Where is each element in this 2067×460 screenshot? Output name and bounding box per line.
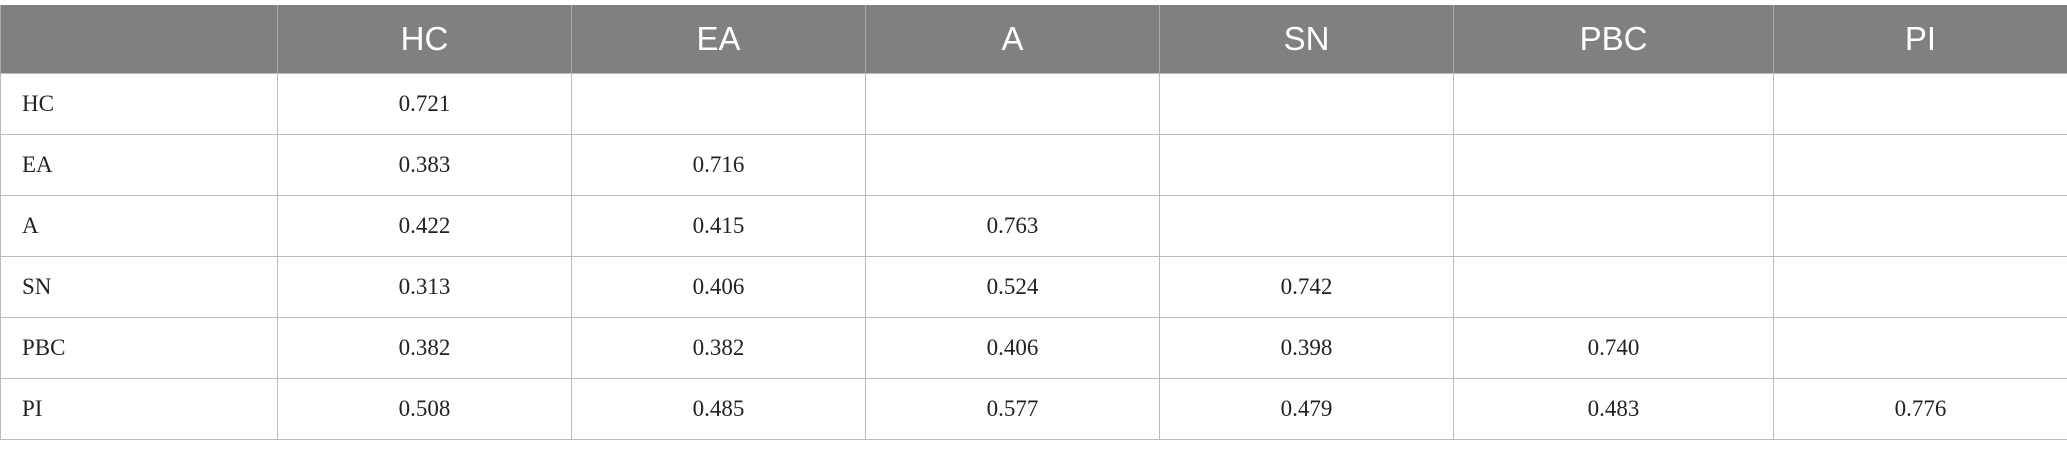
cell: 0.422 [277, 195, 572, 257]
cell [865, 73, 1160, 135]
column-header: A [865, 5, 1160, 74]
table-row: A 0.422 0.415 0.763 [0, 195, 2067, 257]
cell: 0.398 [1159, 317, 1454, 379]
cell: 0.483 [1453, 378, 1774, 440]
cell [1773, 195, 2067, 257]
table-row: PBC 0.382 0.382 0.406 0.398 0.740 [0, 317, 2067, 379]
cell [1159, 134, 1454, 196]
cell: 0.577 [865, 378, 1160, 440]
column-header: EA [571, 5, 866, 74]
cell [1453, 134, 1774, 196]
table-row: PI 0.508 0.485 0.577 0.479 0.483 0.776 [0, 378, 2067, 440]
cell: 0.721 [277, 73, 572, 135]
column-header: HC [277, 5, 572, 74]
cell [1773, 73, 2067, 135]
table-row: EA 0.383 0.716 [0, 134, 2067, 196]
row-label: EA [0, 134, 278, 196]
cell [1453, 195, 1774, 257]
cell: 0.508 [277, 378, 572, 440]
cell: 0.524 [865, 256, 1160, 318]
column-header [0, 5, 278, 74]
row-label: SN [0, 256, 278, 318]
cell: 0.479 [1159, 378, 1454, 440]
table-body: HC 0.721 EA 0.383 0.716 A 0.422 0.415 0.763 SN 0.3… [0, 73, 2067, 440]
cell: 0.415 [571, 195, 866, 257]
table-container: HC EA A SN PBC PI HC 0.721 EA 0.383 0.716 A 0.422 0.4… [0, 5, 2067, 440]
row-label: PBC [0, 317, 278, 379]
cell: 0.406 [571, 256, 866, 318]
cell [1773, 317, 2067, 379]
row-label: HC [0, 73, 278, 135]
cell [571, 73, 866, 135]
row-label: PI [0, 378, 278, 440]
cell: 0.740 [1453, 317, 1774, 379]
correlation-table: HC EA A SN PBC PI HC 0.721 EA 0.383 0.716 A 0.422 0.4… [0, 5, 2067, 440]
cell: 0.313 [277, 256, 572, 318]
cell: 0.383 [277, 134, 572, 196]
row-label: A [0, 195, 278, 257]
cell: 0.382 [277, 317, 572, 379]
column-header: SN [1159, 5, 1454, 74]
column-header: PBC [1453, 5, 1774, 74]
cell: 0.763 [865, 195, 1160, 257]
table-header: HC EA A SN PBC PI [0, 5, 2067, 74]
cell [1773, 134, 2067, 196]
cell: 0.382 [571, 317, 866, 379]
cell: 0.716 [571, 134, 866, 196]
cell: 0.406 [865, 317, 1160, 379]
cell [1159, 73, 1454, 135]
cell [1773, 256, 2067, 318]
table-row: SN 0.313 0.406 0.524 0.742 [0, 256, 2067, 318]
cell [865, 134, 1160, 196]
cell [1159, 195, 1454, 257]
column-header: PI [1773, 5, 2067, 74]
cell: 0.776 [1773, 378, 2067, 440]
cell [1453, 73, 1774, 135]
header-row: HC EA A SN PBC PI [0, 5, 2067, 74]
cell: 0.742 [1159, 256, 1454, 318]
cell [1453, 256, 1774, 318]
cell: 0.485 [571, 378, 866, 440]
table-row: HC 0.721 [0, 73, 2067, 135]
